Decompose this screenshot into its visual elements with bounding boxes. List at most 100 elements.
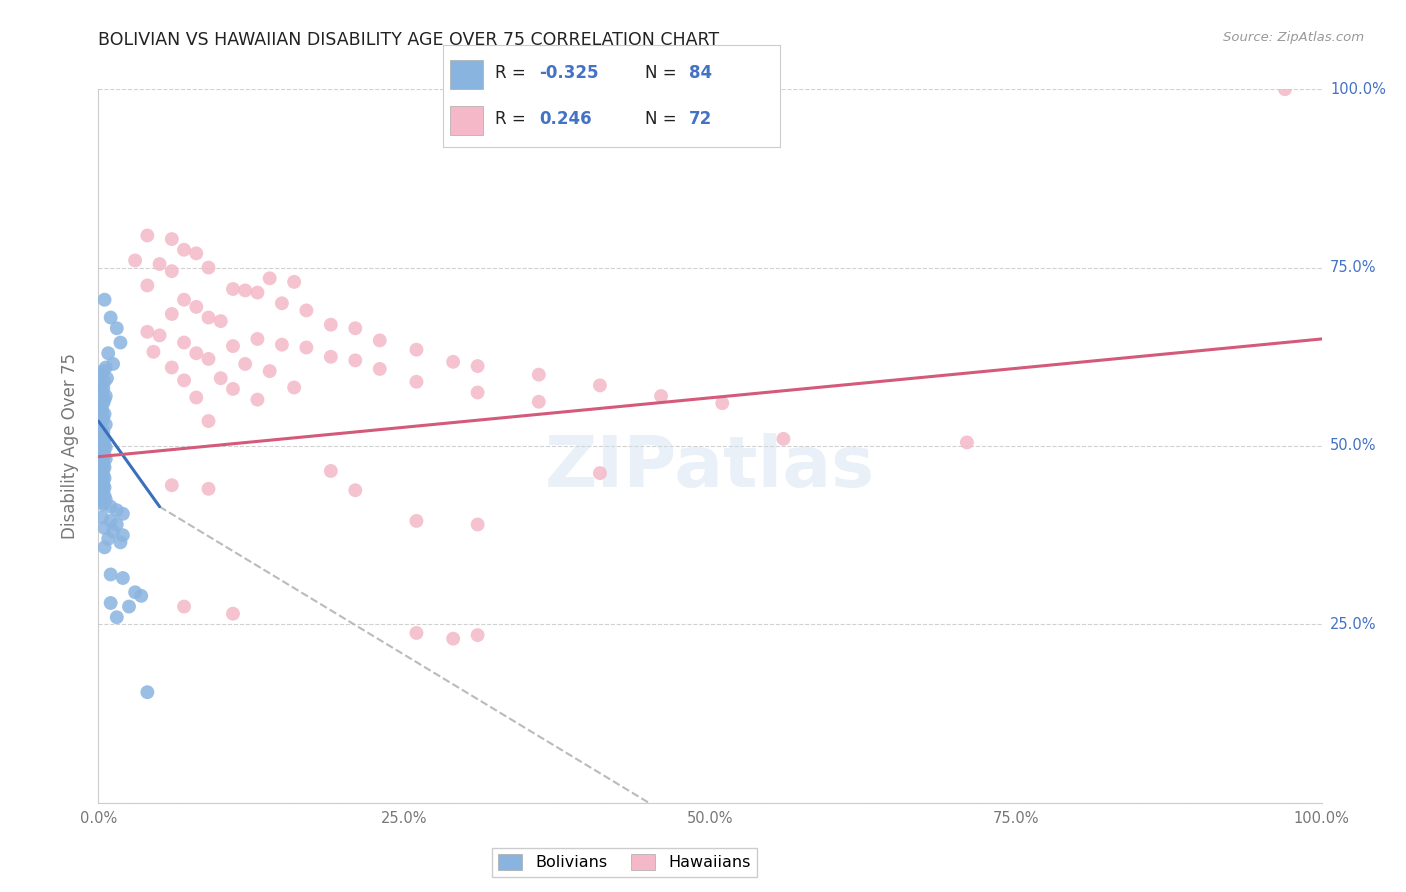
Point <box>93 392 115 407</box>
Point <box>259 364 281 378</box>
Legend: Bolivians, Hawaiians: Bolivians, Hawaiians <box>492 847 756 877</box>
Point <box>441 632 464 646</box>
Point <box>589 378 612 392</box>
Point <box>91 437 114 451</box>
Point <box>110 535 132 549</box>
Point <box>91 414 114 428</box>
Point <box>160 232 183 246</box>
Point <box>91 467 114 482</box>
Point <box>91 396 114 410</box>
Point <box>91 435 114 450</box>
Point <box>93 448 115 462</box>
Point <box>91 483 114 498</box>
Point <box>246 332 269 346</box>
Point <box>467 385 489 400</box>
Point <box>91 491 114 505</box>
Point <box>405 343 427 357</box>
Point <box>91 473 114 487</box>
Point <box>93 471 115 485</box>
Text: 0.246: 0.246 <box>538 110 592 128</box>
Point <box>100 310 122 325</box>
Point <box>91 494 114 508</box>
Point <box>197 351 219 366</box>
Point <box>91 453 114 467</box>
Point <box>344 483 367 498</box>
Point <box>233 357 256 371</box>
Point <box>94 389 117 403</box>
Point <box>405 626 427 640</box>
Point <box>93 489 115 503</box>
Point <box>91 469 114 483</box>
Point <box>222 382 245 396</box>
Point <box>124 253 146 268</box>
Point <box>90 400 112 414</box>
Point <box>160 478 183 492</box>
Bar <box>450 106 484 135</box>
Point <box>105 517 128 532</box>
Text: 72: 72 <box>689 110 713 128</box>
Point <box>91 382 114 396</box>
Point <box>91 364 114 378</box>
Point <box>1274 82 1296 96</box>
Point <box>368 334 391 348</box>
Point <box>160 307 183 321</box>
Text: 25.0%: 25.0% <box>1330 617 1376 632</box>
Point <box>91 403 114 417</box>
Point <box>270 337 294 351</box>
Point <box>772 432 794 446</box>
Bar <box>450 60 484 88</box>
Point <box>101 524 124 539</box>
Point <box>711 396 734 410</box>
Point <box>91 450 114 464</box>
Point <box>197 310 219 325</box>
Point <box>149 257 172 271</box>
Point <box>100 567 122 582</box>
Point <box>90 434 112 448</box>
Text: ZIPatlas: ZIPatlas <box>546 433 875 502</box>
Point <box>111 507 134 521</box>
Point <box>97 532 120 546</box>
Point <box>270 296 294 310</box>
Point <box>650 389 672 403</box>
Text: 75.0%: 75.0% <box>1330 260 1376 275</box>
Point <box>124 585 146 599</box>
Point <box>90 421 112 435</box>
Point <box>368 362 391 376</box>
Point <box>136 685 159 699</box>
Point <box>93 407 115 421</box>
Text: R =: R = <box>495 64 531 82</box>
Point <box>467 359 489 373</box>
Point <box>186 346 208 360</box>
Point <box>96 371 118 385</box>
Point <box>527 394 550 409</box>
Point <box>209 371 232 385</box>
Point <box>160 264 183 278</box>
Point <box>118 599 141 614</box>
Point <box>441 355 464 369</box>
Point <box>105 321 128 335</box>
Point <box>105 503 128 517</box>
Point <box>111 571 134 585</box>
Point <box>91 510 114 524</box>
Point <box>233 284 256 298</box>
Point <box>136 278 159 293</box>
Point <box>91 385 114 400</box>
Point <box>209 314 232 328</box>
Point <box>94 492 117 507</box>
Point <box>91 368 114 382</box>
Point <box>160 360 183 375</box>
Point <box>93 521 115 535</box>
Point <box>527 368 550 382</box>
Point <box>405 375 427 389</box>
Point <box>91 442 114 457</box>
Point <box>186 391 208 405</box>
Point <box>129 589 152 603</box>
Point <box>283 275 305 289</box>
Point <box>173 293 195 307</box>
Text: 100.0%: 100.0% <box>1330 82 1386 96</box>
Point <box>295 303 318 318</box>
Text: -0.325: -0.325 <box>538 64 599 82</box>
Text: 50.0%: 50.0% <box>1330 439 1376 453</box>
Point <box>94 417 117 432</box>
Point <box>344 353 367 368</box>
